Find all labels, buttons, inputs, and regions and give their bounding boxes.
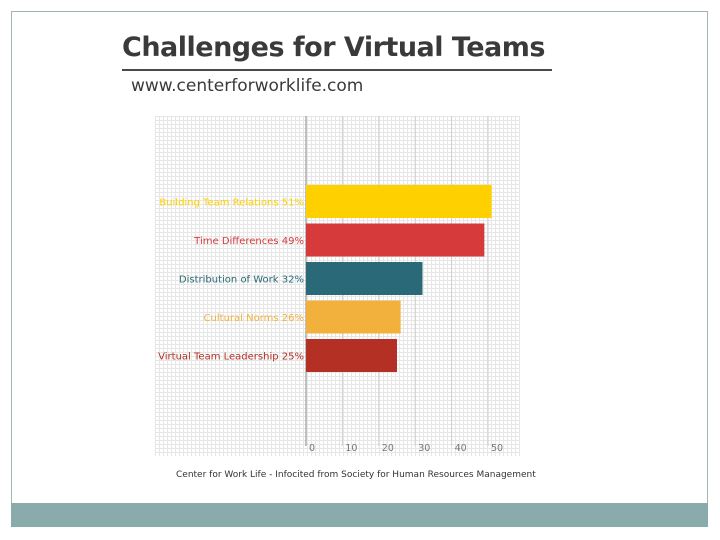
x-tick-label: 50 bbox=[491, 443, 503, 454]
category-label: Distribution of Work 32% bbox=[179, 275, 304, 286]
x-tick-label: 20 bbox=[382, 443, 394, 454]
bar bbox=[306, 185, 492, 218]
category-label: Virtual Team Leadership 25% bbox=[158, 352, 304, 363]
category-label: Time Differences 49% bbox=[193, 236, 304, 247]
category-label: Cultural Norms 26% bbox=[204, 313, 304, 324]
chart-source-note: Center for Work Life - Infocited from So… bbox=[176, 470, 536, 480]
bar bbox=[306, 262, 423, 295]
x-tick-label: 0 bbox=[309, 443, 315, 454]
slide-subtitle-url: www.centerforworklife.com bbox=[131, 76, 364, 96]
bottom-band bbox=[11, 503, 708, 527]
category-label: Building Team Relations 51% bbox=[159, 198, 304, 209]
title-underline bbox=[122, 69, 552, 71]
bar bbox=[306, 339, 397, 372]
x-tick-label: 30 bbox=[418, 443, 430, 454]
bar bbox=[306, 300, 401, 334]
bar bbox=[306, 223, 485, 257]
x-tick-label: 10 bbox=[345, 443, 357, 454]
slide-title: Challenges for Virtual Teams bbox=[122, 32, 545, 63]
x-tick-label: 40 bbox=[455, 443, 467, 454]
